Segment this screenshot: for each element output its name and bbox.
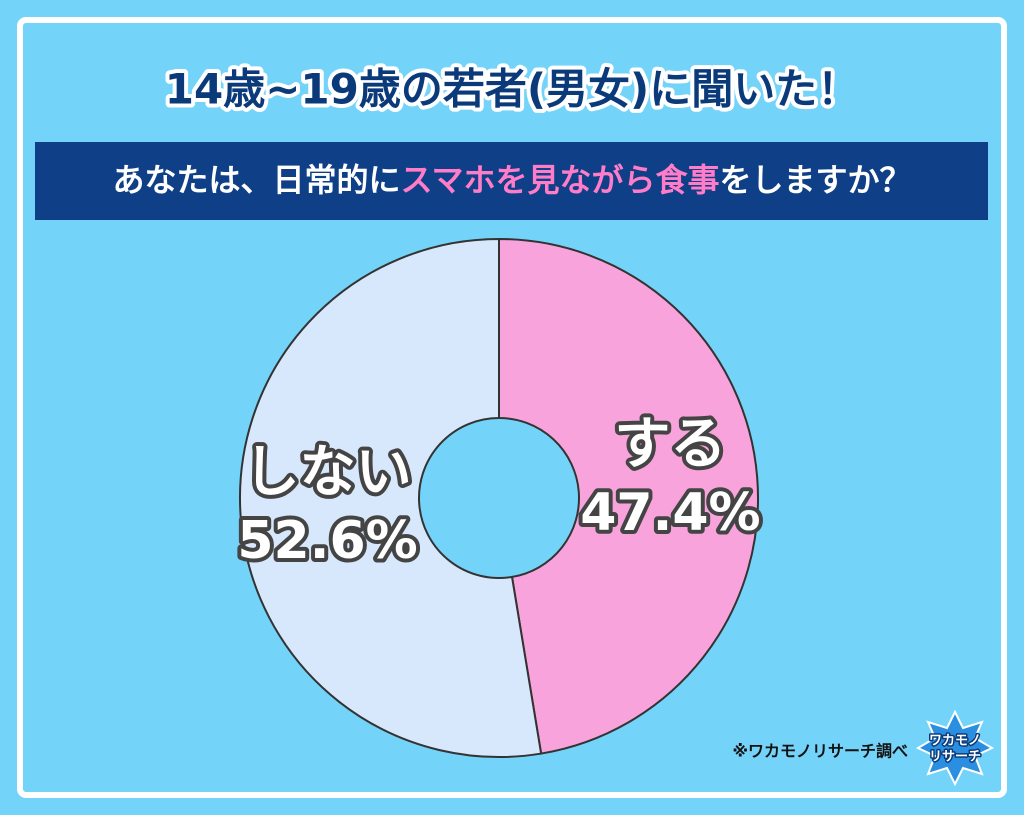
subtitle-part: あなたは、日常的に xyxy=(112,161,400,199)
logo: ワカモノ リサーチ xyxy=(915,709,995,787)
slice xyxy=(498,237,759,755)
subtitle-highlight: スマホを見ながら食事 xyxy=(400,161,719,199)
slice-category: する xyxy=(614,412,726,477)
logo-text: ワカモノ xyxy=(929,734,981,749)
logo-text: リサーチ xyxy=(929,750,981,765)
subtitle-banner xyxy=(35,142,988,220)
source-note: ※ワカモノリサーチ調べ xyxy=(732,742,908,761)
logo-badge xyxy=(915,709,995,787)
slice-value-label: 47.4% xyxy=(580,483,760,543)
subtitle: あなたは、日常的にスマホを見ながら食事をしますか？ xyxy=(112,161,911,199)
slice-value-label: 52.6% xyxy=(237,511,417,571)
slice xyxy=(239,237,543,758)
donut-chart xyxy=(239,237,759,758)
subtitle-part: をしますか？ xyxy=(720,161,912,199)
chart-title: 14歳~19歳の若者(男女)に聞いた！ xyxy=(165,65,859,114)
slice-category: しない xyxy=(244,440,412,505)
